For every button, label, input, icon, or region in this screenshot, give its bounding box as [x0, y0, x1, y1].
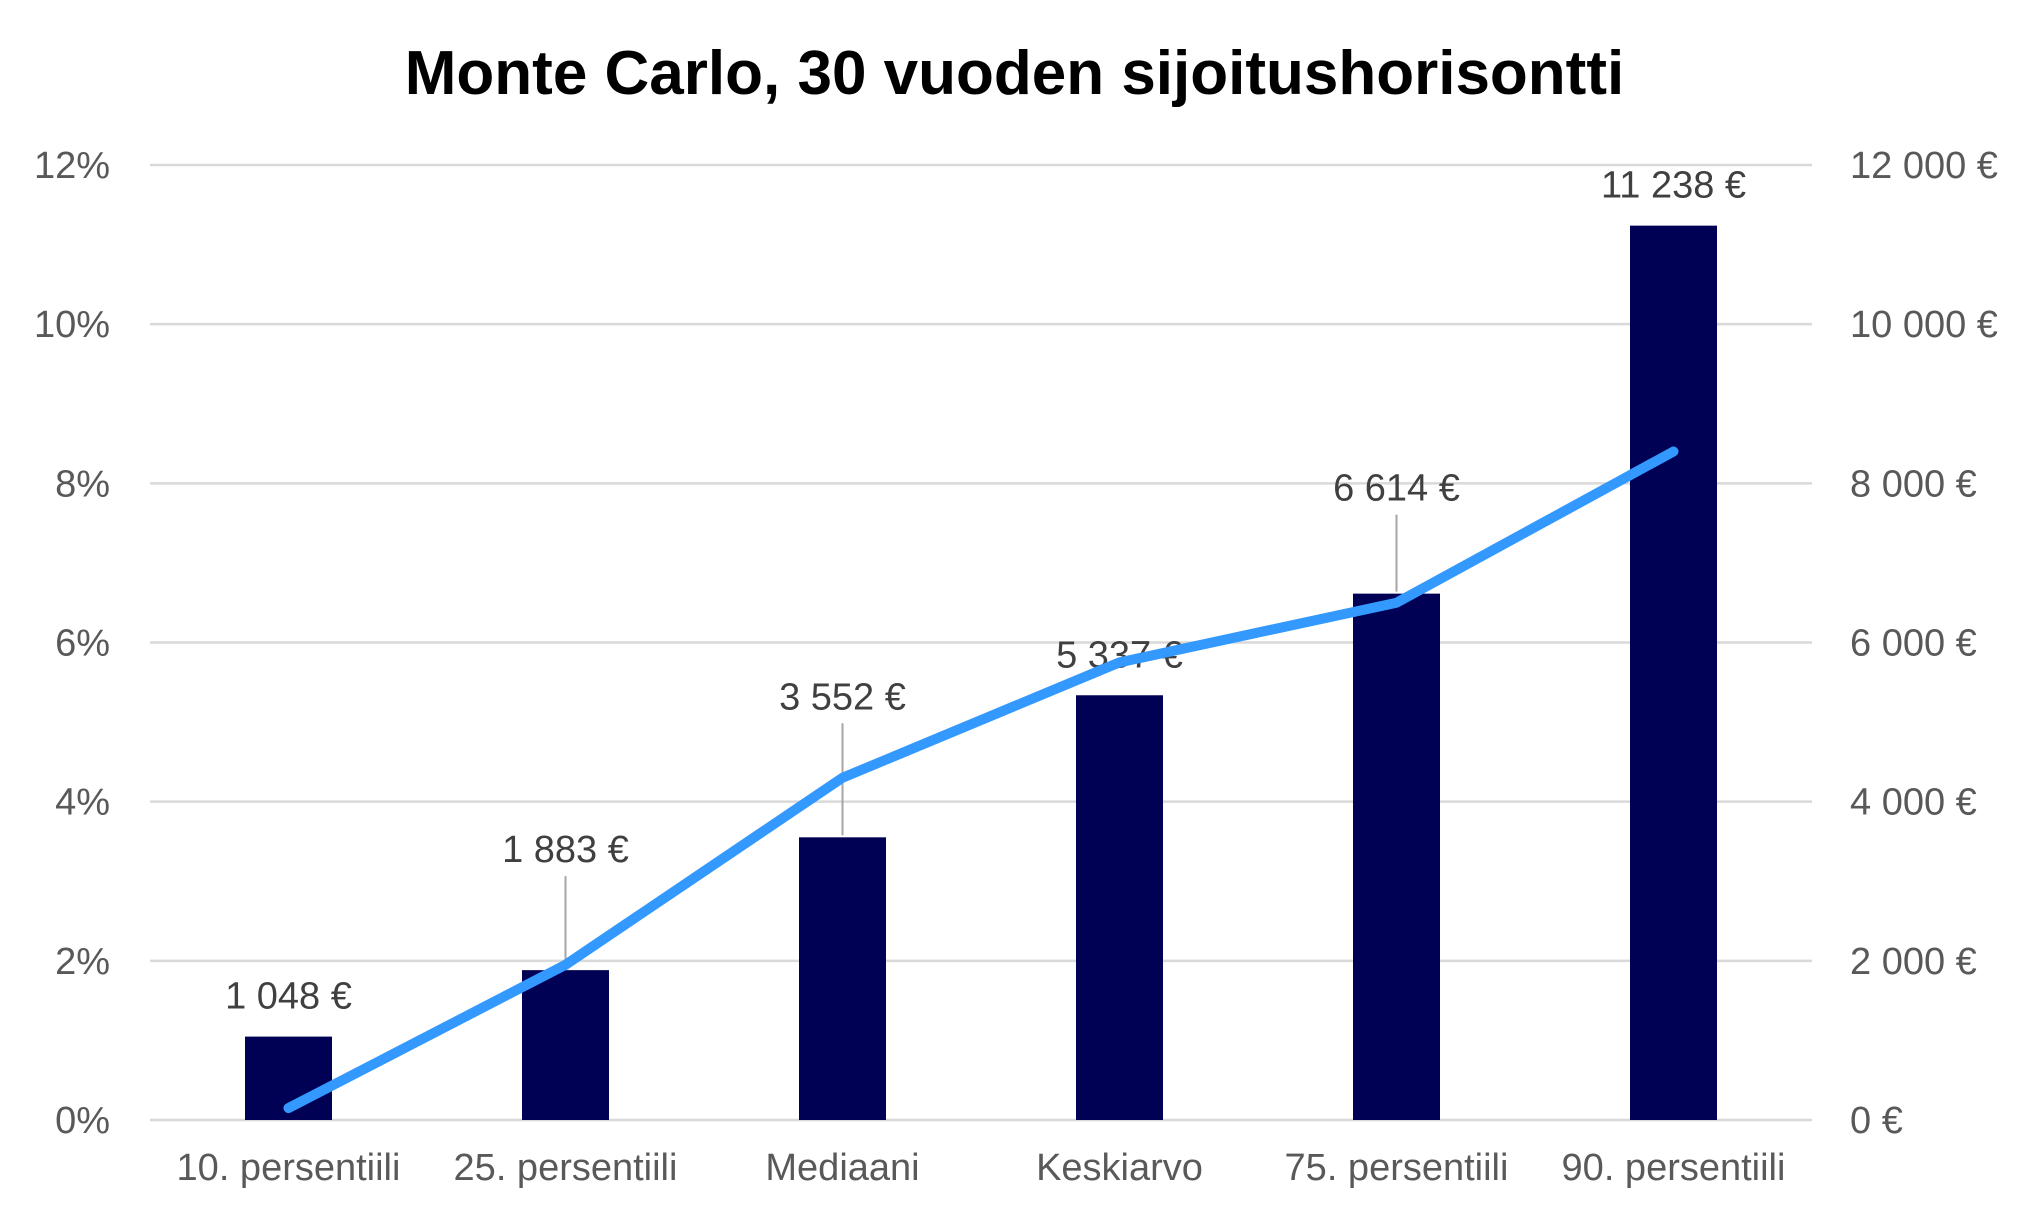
line-point — [842, 777, 843, 779]
y-right-tick-label: 0 € — [1850, 1100, 1903, 1142]
x-category-label: 10. persentiili — [177, 1147, 401, 1189]
bar — [799, 837, 886, 1120]
y-right-tick-label: 6 000 € — [1850, 623, 1977, 665]
line-point — [1396, 602, 1397, 604]
chart-title: Monte Carlo, 30 vuoden sijoitushorisontt… — [404, 39, 1625, 108]
x-category-label: 90. persentiili — [1562, 1147, 1786, 1189]
y-left-tick-label: 6% — [55, 623, 110, 665]
line-point — [565, 964, 566, 966]
x-category-label: Keskiarvo — [1036, 1147, 1203, 1189]
y-left-tick-label: 4% — [55, 782, 110, 824]
y-left-tick-label: 0% — [55, 1100, 110, 1142]
bar-data-label: 1 883 € — [502, 829, 629, 871]
x-category-label: 25. persentiili — [454, 1147, 678, 1189]
y-right-tick-label: 10 000 € — [1850, 304, 1998, 346]
bar-data-label: 11 238 € — [1601, 165, 1746, 207]
bar-data-label: 1 048 € — [225, 976, 352, 1018]
bar — [1353, 593, 1440, 1120]
y-right-tick-label: 12 000 € — [1850, 145, 1998, 187]
y-right-tick-label: 8 000 € — [1850, 463, 1977, 505]
line-point — [1119, 661, 1120, 663]
bar — [1076, 695, 1163, 1120]
y-left-tick-label: 12% — [34, 145, 110, 187]
bar — [1630, 225, 1717, 1120]
line-series — [283, 446, 1679, 1114]
line-point — [288, 1107, 289, 1109]
line-point — [1673, 451, 1674, 452]
y-left-tick-label: 10% — [34, 304, 110, 346]
x-category-label: Mediaani — [765, 1147, 919, 1189]
bar — [522, 970, 609, 1120]
bar-data-label: 3 552 € — [779, 676, 906, 718]
bar-data-label: 6 614 € — [1333, 468, 1460, 510]
y-left-tick-label: 8% — [55, 463, 110, 505]
x-category-label: 75. persentiili — [1285, 1147, 1509, 1189]
y-right-tick-label: 4 000 € — [1850, 782, 1977, 824]
y-right-tick-label: 2 000 € — [1850, 941, 1977, 983]
y-left-tick-label: 2% — [55, 941, 110, 983]
